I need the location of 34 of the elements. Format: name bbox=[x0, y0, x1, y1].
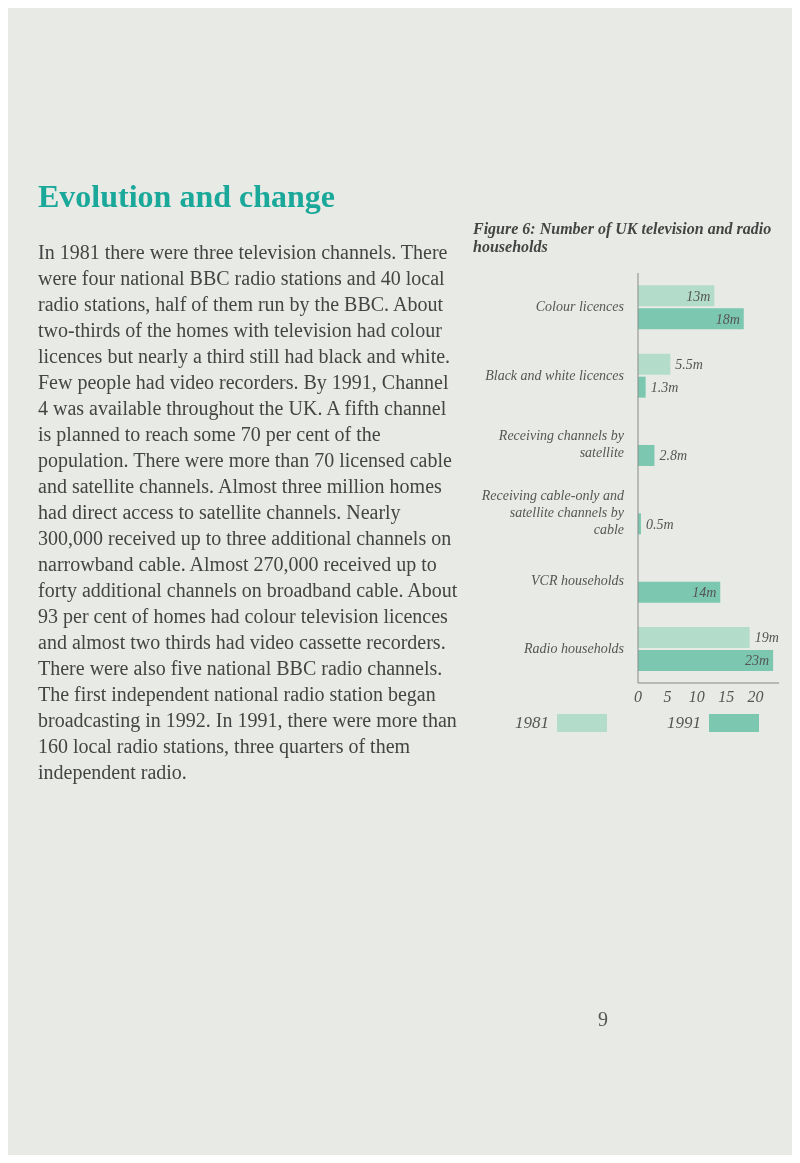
x-tick-label: 10 bbox=[688, 688, 705, 706]
y-tick-label: Colour licences bbox=[535, 299, 625, 315]
legend-label: 1991 bbox=[667, 713, 702, 733]
bar bbox=[638, 308, 744, 330]
bar bbox=[638, 285, 715, 307]
text: Evolution and change bbox=[38, 178, 336, 215]
bar bbox=[638, 353, 671, 375]
x-tick-label: 5 bbox=[663, 688, 672, 706]
x-tick-label: 20 bbox=[747, 688, 764, 706]
data-label: 19m bbox=[754, 630, 779, 646]
data-label: 14m bbox=[692, 585, 717, 601]
y-tick-label: VCR households bbox=[531, 572, 625, 588]
x-tick-label: 15 bbox=[718, 688, 735, 706]
bar bbox=[638, 626, 750, 648]
chart-title: Figure 6: Number of UK television and radio households bbox=[473, 220, 773, 256]
bar bbox=[638, 376, 646, 398]
data-label: 0.5m bbox=[645, 516, 674, 532]
bar bbox=[638, 649, 774, 671]
text: 9 bbox=[598, 1008, 608, 1031]
data-label: 18m bbox=[715, 311, 740, 327]
data-label: 2.8m bbox=[659, 448, 688, 464]
data-label: 13m bbox=[686, 288, 711, 304]
y-tick-label: Receiving channels by satellite bbox=[497, 427, 625, 460]
data-label: 23m bbox=[745, 653, 770, 669]
data-label: 5.5m bbox=[675, 357, 703, 373]
y-tick-label: Black and white licences bbox=[485, 367, 625, 383]
legend-label: 1981 bbox=[515, 713, 550, 733]
y-tick-label: Radio households bbox=[523, 640, 625, 656]
text: In 1981 there were three television channels. There were four national BBC radio stations and 40 local radio stations, half of them run by the BBC. About two-thirds of the homes with television had colour licences but nearly a third still had black and white. Few people had video recorders. By 1991, Channel 4 was available throughout the UK. A fifth channel is planned to reach some 70 per cent of the population. There were more than 70 licensed cable and satellite channels. Almost three million homes had direct access to satellite channels. Nearly 300,000 received up to three additional channels on narrowband cable. Almost 270,000 received up to forty additional channels on broadband cable. About 93 per cent of homes had colour television licences and almost two thirds had video cassette recorders. There were also five national BBC radio channels. The first independent national radio station began broadcasting in 1992. In 1991, there were more than 160 local radio stations, three quarters of them independent radio. bbox=[38, 241, 458, 783]
bar bbox=[638, 581, 721, 603]
data-label: 1.3m bbox=[650, 380, 679, 396]
y-tick-label: Receiving cable-only and satellite channels by cable bbox=[480, 488, 625, 538]
x-tick-label: 0 bbox=[634, 688, 642, 706]
bar bbox=[638, 444, 655, 466]
